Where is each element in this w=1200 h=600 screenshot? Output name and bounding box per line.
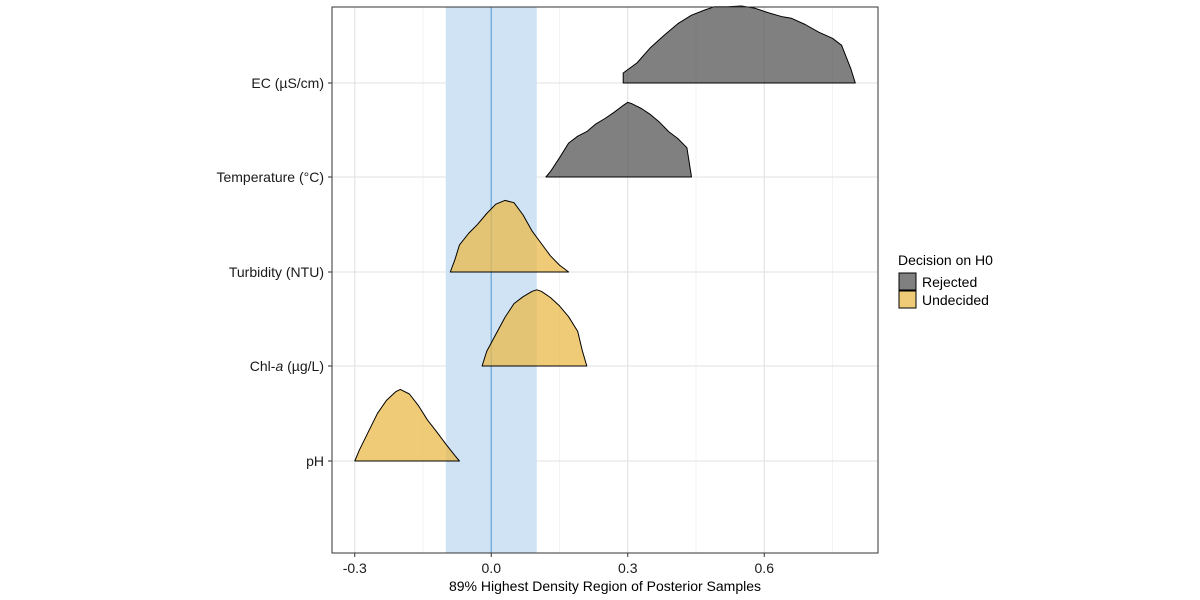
rope-region [445, 7, 537, 553]
y-tick-label: pH [306, 453, 324, 469]
y-tick-label-part: EC (µS/cm) [251, 75, 324, 91]
grid-lines [332, 7, 878, 553]
x-tick-label: 0.3 [618, 560, 638, 576]
density-ridge-temperature-c [545, 101, 692, 178]
y-axis: EC (µS/cm) Temperature (°C) Turbidity (NTU… [216, 75, 332, 469]
x-tick-label: 0.0 [482, 560, 502, 576]
density-ridges [354, 5, 856, 462]
y-tick-label-part: a [275, 358, 283, 374]
density-ridge-chl-a-g-l [481, 289, 588, 367]
plot-panel-border [331, 6, 879, 554]
x-axis: -0.3 0.0 0.3 0.6 [343, 553, 775, 576]
y-tick-label: Turbidity (NTU) [229, 264, 324, 280]
y-tick-label-part: Turbidity (NTU) [229, 264, 324, 280]
y-tick-label-part: Temperature (°C) [216, 169, 324, 185]
density-ridge-turbidity-ntu [449, 199, 570, 273]
legend-title: Decision on H0 [898, 252, 993, 268]
legend: Decision on H0 Rejected Undecided [898, 252, 993, 309]
x-tick-label: 0.6 [755, 560, 775, 576]
y-tick-label-part: pH [306, 453, 324, 469]
legend-label-undecided: Undecided [922, 292, 989, 308]
legend-key-rejected [898, 272, 917, 291]
density-ridge-ph [354, 388, 460, 462]
legend-key-undecided [898, 290, 917, 309]
y-tick-label-part: Chl- [250, 358, 276, 374]
legend-label-rejected: Rejected [922, 274, 977, 290]
y-tick-label: EC (µS/cm) [251, 75, 324, 91]
y-tick-label: Chl-a (µg/L) [250, 358, 324, 374]
x-tick-label: -0.3 [343, 560, 367, 576]
y-tick-label-part: (µg/L) [283, 358, 324, 374]
y-tick-label: Temperature (°C) [216, 169, 324, 185]
plot-panel-background [332, 7, 878, 553]
x-axis-title: 89% Highest Density Region of Posterior … [449, 578, 761, 594]
